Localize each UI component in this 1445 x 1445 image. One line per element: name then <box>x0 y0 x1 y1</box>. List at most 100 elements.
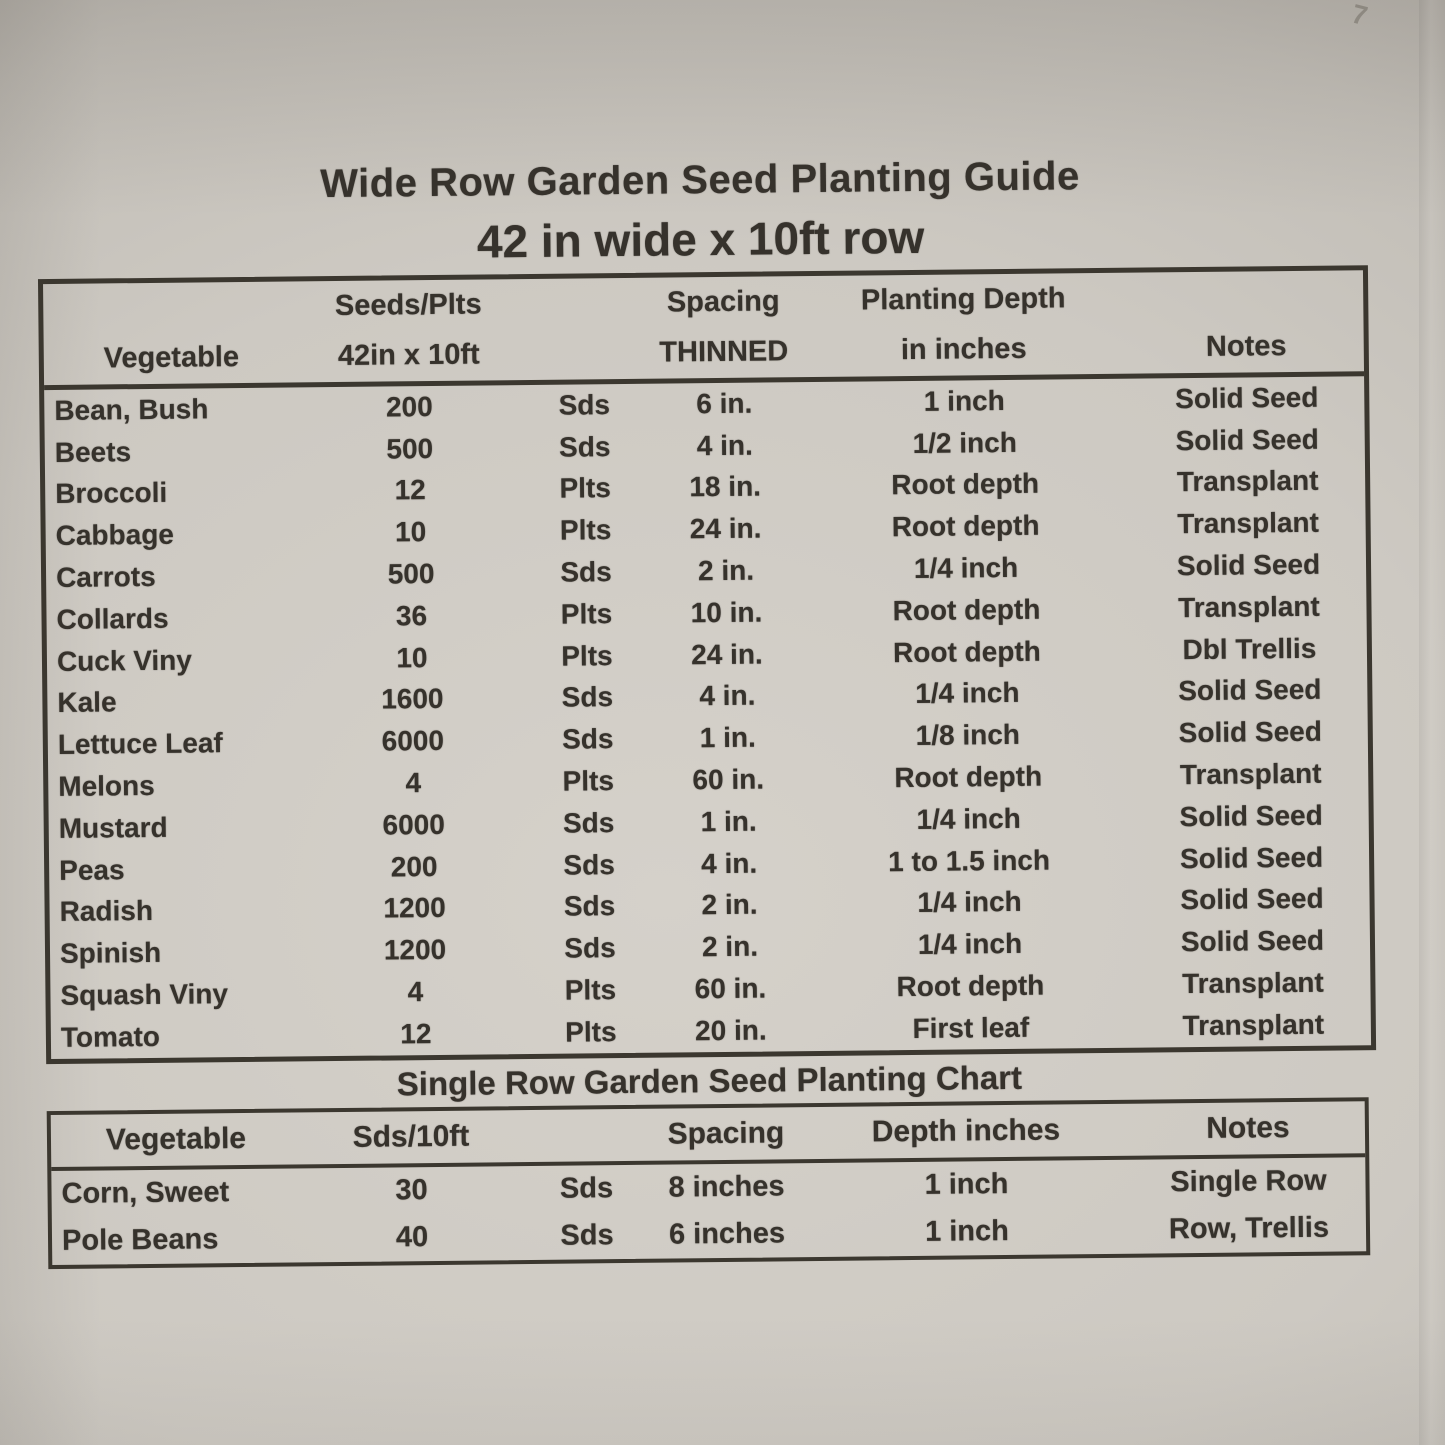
cell-notes: Solid Seed <box>1178 715 1323 749</box>
cell-quantity: 30 <box>395 1174 428 1207</box>
cell-depth: 1 inch <box>924 1215 1010 1248</box>
cell-depth: Root depth <box>891 468 1040 501</box>
header-vegetable: Vegetable <box>103 341 240 375</box>
cell-vegetable: Kale <box>57 686 117 719</box>
cell-depth: Root depth <box>896 969 1045 1003</box>
cell-unit: Sds <box>558 389 611 421</box>
cell-unit: Sds <box>559 1172 614 1205</box>
cell-vegetable: Squash Viny <box>60 978 229 1011</box>
cell-quantity: 200 <box>390 850 438 883</box>
cell-spacing: 10 in. <box>690 596 763 629</box>
cell-spacing: 24 in. <box>690 638 763 670</box>
cell-vegetable: Broccoli <box>55 477 168 510</box>
cell-notes: Transplant <box>1181 966 1324 1000</box>
header-spacing: Spacing <box>666 284 780 319</box>
cell-notes: Solid Seed <box>1175 381 1319 415</box>
cell-quantity: 10 <box>396 641 428 674</box>
cell-spacing: 4 in. <box>696 429 753 461</box>
cell-unit: Sds <box>560 1219 614 1252</box>
wide-row-table-header: Seeds/Plts Spacing Planting Depth Vegeta… <box>43 270 1365 391</box>
cell-quantity: 1200 <box>383 892 446 924</box>
cell-vegetable: Tomato <box>60 1020 161 1053</box>
cell-spacing: 20 in. <box>694 1014 767 1047</box>
cell-unit: Plts <box>559 472 612 505</box>
cell-depth: 1/2 inch <box>912 426 1018 459</box>
cell-spacing: 4 in. <box>699 680 756 712</box>
cell-notes: Solid Seed <box>1179 841 1324 874</box>
cell-notes: Solid Seed <box>1180 883 1324 916</box>
cell-notes: Single Row <box>1170 1164 1327 1199</box>
header-notes: Notes <box>1206 1111 1290 1145</box>
cell-quantity: 6000 <box>381 725 445 757</box>
cell-vegetable: Cabbage <box>55 518 175 552</box>
cell-vegetable: Melons <box>58 769 155 802</box>
cell-unit: Sds <box>562 806 615 839</box>
page-title: Wide Row Garden Seed Planting Guide <box>320 154 1080 207</box>
cell-notes: Row, Trellis <box>1168 1211 1330 1246</box>
cell-depth: 1/4 inch <box>916 802 1021 835</box>
cell-unit: Plts <box>562 765 615 797</box>
cell-spacing: 18 in. <box>689 471 762 503</box>
cell-vegetable: Lettuce Leaf <box>57 727 223 761</box>
cell-notes: Transplant <box>1182 1008 1325 1042</box>
cell-notes: Transplant <box>1179 757 1322 791</box>
cell-quantity: 4 <box>407 976 424 1008</box>
cell-unit: Sds <box>560 556 612 588</box>
cell-spacing: 6 inches <box>668 1217 786 1251</box>
header-seeds-plts: Seeds/Plts <box>334 287 482 322</box>
cell-vegetable: Bean, Bush <box>54 393 209 426</box>
cell-spacing: 2 in. <box>701 889 758 921</box>
cell-unit: Plts <box>559 514 612 546</box>
header-planting-depth: Planting Depth <box>860 281 1066 317</box>
cell-depth: Root depth <box>891 509 1040 543</box>
header-notes: Notes <box>1205 330 1287 363</box>
cell-quantity: 40 <box>395 1221 429 1254</box>
header-spacing: Spacing <box>667 1116 785 1151</box>
cell-notes: Solid Seed <box>1179 799 1323 833</box>
cell-spacing: 60 in. <box>692 763 765 796</box>
cell-spacing: 2 in. <box>697 554 755 587</box>
cell-quantity: 1200 <box>383 934 447 966</box>
cell-vegetable: Radish <box>59 895 154 928</box>
cell-vegetable: Spinish <box>59 937 162 970</box>
cell-vegetable: Carrots <box>55 560 156 594</box>
cell-depth: 1/4 inch <box>913 551 1019 585</box>
wide-row-table: Seeds/Plts Spacing Planting Depth Vegeta… <box>37 265 1377 1065</box>
cell-notes: Solid Seed <box>1178 674 1322 707</box>
cell-quantity: 12 <box>394 474 426 506</box>
cell-spacing: 6 in. <box>696 387 753 420</box>
cell-notes: Solid Seed <box>1180 924 1325 958</box>
single-row-table-body: Corn, Sweet 30 Sds 8 inches 1 inch Singl… <box>51 1157 1366 1265</box>
cell-vegetable: Beets <box>54 435 132 468</box>
cell-depth: 1/4 inch <box>915 677 1020 710</box>
wide-row-table-body: Bean, Bush 200 Sds 6 in. 1 inch Solid Se… <box>44 376 1371 1059</box>
cell-unit: Plts <box>561 639 613 672</box>
cell-notes: Transplant <box>1176 465 1319 498</box>
header-42in-x-10ft: 42in x 10ft <box>337 338 480 372</box>
header-depth-inches: Depth inches <box>871 1113 1061 1149</box>
cell-unit: Sds <box>564 932 616 964</box>
cell-vegetable: Pole Beans <box>61 1223 219 1257</box>
single-row-table: Vegetable Sds/10ft Spacing Depth inches … <box>46 1097 1371 1270</box>
page-subtitle: 42 in wide x 10ft row <box>476 210 925 268</box>
cell-spacing: 24 in. <box>689 512 762 545</box>
cell-quantity: 4 <box>405 767 422 799</box>
cell-unit: Sds <box>558 430 611 463</box>
cell-vegetable: Peas <box>59 853 125 886</box>
cell-depth: 1 to 1.5 inch <box>888 844 1051 877</box>
header-thinned: THINNED <box>659 335 789 369</box>
header-in-inches: in inches <box>900 332 1027 367</box>
cell-quantity: 500 <box>386 432 434 465</box>
cell-notes: Solid Seed <box>1175 423 1319 456</box>
cell-spacing: 1 in. <box>699 721 756 754</box>
cell-notes: Solid Seed <box>1176 548 1321 582</box>
cell-quantity: 500 <box>387 558 435 590</box>
cell-depth: 1 inch <box>924 1168 1009 1201</box>
cell-spacing: 1 in. <box>700 805 757 838</box>
cell-spacing: 2 in. <box>701 930 759 963</box>
cell-quantity: 12 <box>400 1017 432 1050</box>
cell-unit: Plts <box>564 974 617 1006</box>
cell-unit: Plts <box>560 598 613 630</box>
